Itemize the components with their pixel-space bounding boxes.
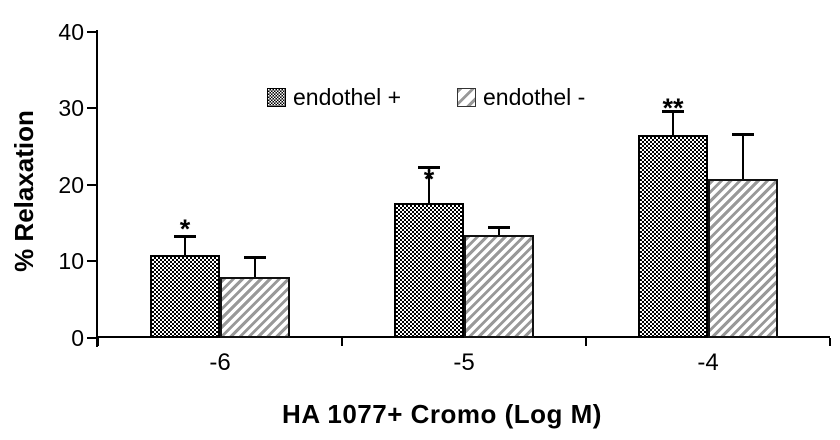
y-tick-label: 10 bbox=[58, 248, 84, 274]
legend-item: endothel + bbox=[267, 84, 402, 110]
error-bar-line bbox=[498, 228, 500, 235]
bar bbox=[394, 203, 464, 338]
x-tick-mark bbox=[585, 338, 587, 346]
y-tick-mark bbox=[87, 184, 96, 186]
error-bar-line bbox=[254, 258, 256, 277]
significance-annotation: * bbox=[179, 214, 191, 244]
y-tick-mark bbox=[87, 107, 96, 109]
legend-item: endothel - bbox=[457, 84, 586, 110]
error-bar-line bbox=[742, 135, 744, 179]
y-tick-label: 30 bbox=[58, 95, 84, 121]
significance-annotation: * bbox=[423, 164, 435, 194]
significance-annotation: ** bbox=[662, 93, 684, 123]
y-tick-label: 0 bbox=[71, 325, 84, 351]
x-tick-mark bbox=[341, 338, 343, 346]
x-tick-mark bbox=[829, 338, 831, 346]
error-bar-line bbox=[184, 237, 186, 255]
legend-label: endothel - bbox=[483, 84, 586, 110]
y-axis-line bbox=[96, 30, 98, 347]
x-tick-label: -4 bbox=[697, 349, 719, 376]
error-bar-cap bbox=[488, 226, 510, 229]
bar bbox=[708, 179, 778, 338]
bar bbox=[220, 277, 290, 338]
error-bar-cap bbox=[244, 256, 266, 259]
y-axis-title: % Relaxation bbox=[9, 110, 39, 272]
bar bbox=[638, 135, 708, 338]
plot-area: 0 10 20 30 40 -6 -5 -4 * * ** endothel + endothel - bbox=[58, 19, 831, 376]
error-bar-cap bbox=[174, 235, 196, 238]
x-tick-label: -5 bbox=[453, 349, 475, 376]
error-bar-cap bbox=[732, 133, 754, 136]
bar bbox=[464, 235, 534, 338]
x-tick-label: -6 bbox=[209, 349, 231, 376]
x-tick-mark bbox=[97, 338, 99, 346]
bar bbox=[150, 255, 220, 338]
error-bar-cap bbox=[418, 166, 440, 169]
y-tick-mark bbox=[87, 337, 96, 339]
error-bar-line bbox=[428, 168, 430, 203]
legend-swatch-endothel-plus-icon bbox=[267, 87, 286, 107]
y-tick-label: 20 bbox=[58, 172, 84, 198]
y-tick-label: 40 bbox=[58, 19, 84, 45]
error-bar-line bbox=[672, 112, 674, 135]
legend-swatch-endothel-minus-icon bbox=[457, 87, 476, 107]
legend-label: endothel + bbox=[293, 84, 402, 110]
error-bar-cap bbox=[662, 110, 684, 113]
y-tick-mark bbox=[87, 31, 96, 33]
y-tick-mark bbox=[87, 260, 96, 262]
x-axis-title: HA 1077+ Cromo (Log M) bbox=[282, 399, 602, 429]
